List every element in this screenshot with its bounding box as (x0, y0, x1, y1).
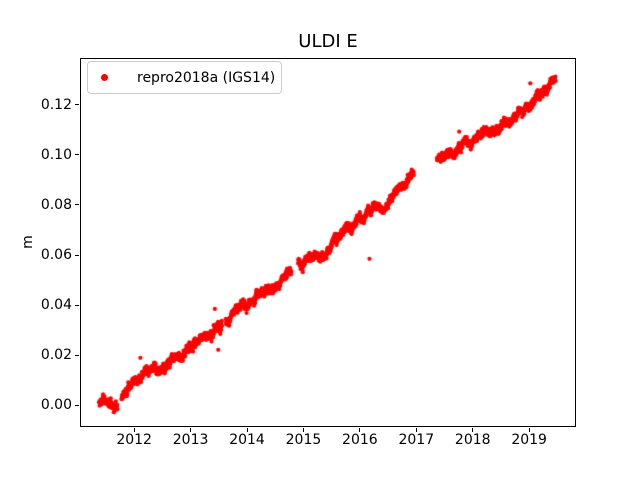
x-tick-label-2018: 2018 (454, 432, 491, 448)
x-tick-label-2013: 2013 (172, 432, 209, 448)
y-tick-label-0.08: 0.08 (40, 196, 72, 213)
legend-point-marker-icon (101, 74, 108, 81)
y-tick-label-0.12: 0.12 (40, 96, 72, 113)
y-tick-label-0.06: 0.06 (40, 247, 72, 264)
x-tick-2019 (528, 428, 530, 432)
x-tick-label-2014: 2014 (229, 432, 265, 448)
x-tick-2015 (302, 428, 304, 432)
x-tick-label-2016: 2016 (342, 432, 378, 448)
x-tick-label-2019: 2019 (511, 432, 547, 448)
y-tick-0.10 (75, 154, 79, 156)
y-tick-0.04 (75, 304, 79, 306)
chart-title: ULDI E (298, 31, 358, 52)
y-tick-label-0.00: 0.00 (40, 397, 72, 414)
x-tick-2012 (133, 428, 135, 432)
y-tick-0.06 (75, 254, 79, 256)
x-tick-2018 (472, 428, 474, 432)
legend: repro2018a (IGS14) (87, 61, 282, 94)
y-tick-label-0.02: 0.02 (40, 347, 72, 364)
x-tick-label-2012: 2012 (116, 432, 152, 448)
x-tick-2013 (190, 428, 192, 432)
y-tick-label-0.10: 0.10 (40, 146, 72, 163)
y-tick-0.12 (75, 104, 79, 106)
x-tick-2016 (359, 428, 361, 432)
y-tick-label-0.04: 0.04 (40, 297, 72, 314)
legend-label: repro2018a (IGS14) (137, 69, 276, 86)
x-tick-label-2017: 2017 (398, 432, 435, 448)
x-tick-label-2015: 2015 (285, 432, 322, 448)
x-tick-2014 (246, 428, 248, 432)
y-tick-0.00 (75, 404, 79, 406)
y-tick-0.02 (75, 354, 79, 356)
y-tick-0.08 (75, 204, 79, 206)
x-tick-2017 (415, 428, 417, 432)
